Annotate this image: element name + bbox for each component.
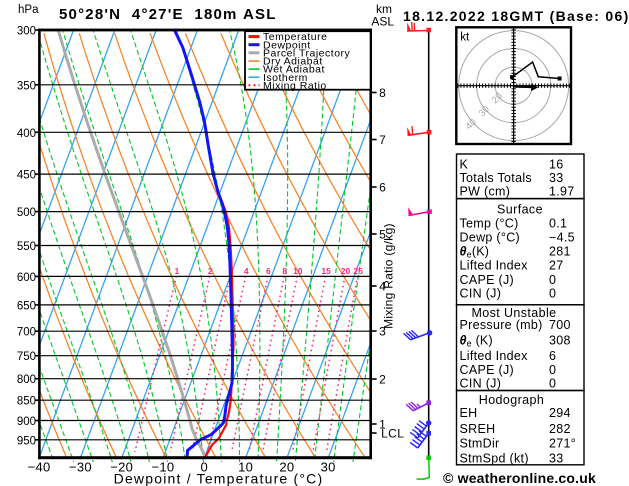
svg-text:StmSpd (kt): StmSpd (kt) [460,451,529,465]
svg-text:−10: −10 [152,460,175,475]
svg-text:0: 0 [549,377,556,391]
svg-text:450: 450 [17,170,36,182]
svg-text:Surface: Surface [497,202,543,216]
svg-text:16: 16 [549,158,564,172]
svg-text:StmDir: StmDir [460,437,500,451]
svg-text:8: 8 [282,266,287,276]
svg-text:θe(K): θe(K) [460,245,490,260]
svg-text:Mixing Ratio: Mixing Ratio [263,80,327,92]
svg-text:3: 3 [379,325,386,339]
svg-text:2: 2 [208,266,213,276]
svg-text:−20: −20 [110,460,133,475]
svg-text:300: 300 [17,26,36,38]
svg-text:θe (K): θe (K) [460,334,493,349]
svg-text:Dewpoint / Temperature (°C): Dewpoint / Temperature (°C) [114,471,324,486]
svg-text:8: 8 [379,86,386,100]
svg-text:Pressure (mb): Pressure (mb) [460,318,543,332]
svg-text:15: 15 [321,266,331,276]
svg-text:30: 30 [321,460,336,475]
svg-text:CIN (J): CIN (J) [460,377,502,391]
svg-text:Temperature: Temperature [263,31,327,43]
svg-text:550: 550 [17,241,36,253]
svg-text:2: 2 [379,373,386,387]
svg-text:281: 281 [549,245,571,259]
svg-text:0: 0 [201,460,209,475]
svg-text:Dewpoint: Dewpoint [263,39,311,51]
svg-text:5: 5 [379,228,386,242]
svg-text:4: 4 [244,266,249,276]
svg-text:Isotherm: Isotherm [263,72,308,84]
svg-text:6: 6 [266,266,271,276]
svg-text:CAPE (J): CAPE (J) [460,363,515,377]
svg-text:650: 650 [17,300,36,312]
svg-text:700: 700 [17,327,36,339]
svg-text:950: 950 [17,435,36,447]
svg-text:km: km [376,2,392,16]
svg-text:PW (cm): PW (cm) [460,184,511,198]
svg-text:25: 25 [353,266,363,276]
svg-text:CIN (J): CIN (J) [460,286,502,300]
svg-text:1.97: 1.97 [549,184,575,198]
svg-text:Mixing Ratio (g/kg): Mixing Ratio (g/kg) [382,223,396,329]
svg-text:Lifted Index: Lifted Index [460,258,529,272]
svg-text:1: 1 [175,266,180,276]
svg-text:4: 4 [379,280,386,294]
svg-text:0: 0 [549,273,556,287]
svg-text:Most Unstable: Most Unstable [471,306,556,320]
svg-text:© weatheronline.co.uk: © weatheronline.co.uk [443,470,596,486]
svg-text:10: 10 [293,266,303,276]
svg-text:500: 500 [17,207,36,219]
svg-text:Totals Totals: Totals Totals [460,171,532,185]
svg-text:750: 750 [17,351,36,363]
svg-text:350: 350 [17,80,36,92]
svg-text:6: 6 [549,349,556,363]
svg-text:Dry Adiabat: Dry Adiabat [263,56,323,68]
svg-text:Parcel Trajectory: Parcel Trajectory [263,47,351,59]
svg-text:EH: EH [460,406,478,420]
svg-text:50°28'N 4°27'E 180m ASL: 50°28'N 4°27'E 180m ASL [59,6,277,23]
svg-text:10: 10 [238,460,253,475]
svg-text:Lifted Index: Lifted Index [460,349,529,363]
svg-text:0: 0 [549,363,556,377]
svg-text:Temp (°C): Temp (°C) [460,217,519,231]
svg-text:kt: kt [460,31,470,43]
svg-text:6: 6 [379,181,386,195]
svg-text:0: 0 [549,286,556,300]
svg-text:7: 7 [379,133,386,147]
svg-text:850: 850 [17,396,36,408]
svg-text:Hodograph: Hodograph [479,393,544,407]
svg-text:hPa: hPa [18,4,39,16]
svg-text:18.12.2022 18GMT (Base: 06): 18.12.2022 18GMT (Base: 06) [403,8,629,24]
svg-text:400: 400 [17,128,36,140]
svg-text:282: 282 [549,422,571,436]
svg-text:20: 20 [279,460,294,475]
svg-text:LCL: LCL [381,427,404,441]
svg-text:33: 33 [549,451,564,465]
svg-text:CAPE (J): CAPE (J) [460,273,515,287]
svg-text:−40: −40 [28,460,51,475]
svg-text:−4.5: −4.5 [549,230,575,244]
svg-text:271°: 271° [549,437,576,451]
svg-text:27: 27 [549,258,564,272]
svg-text:20: 20 [341,266,351,276]
svg-text:0.1: 0.1 [549,217,567,231]
svg-text:ASL: ASL [371,15,394,29]
svg-text:700: 700 [549,318,571,332]
svg-text:SREH: SREH [460,422,496,436]
svg-text:Wet Adiabat: Wet Adiabat [263,64,325,76]
svg-text:800: 800 [17,374,36,386]
svg-text:K: K [460,158,469,172]
svg-text:Dewp (°C): Dewp (°C) [460,230,520,244]
svg-text:600: 600 [17,272,36,284]
svg-text:−30: −30 [69,460,92,475]
svg-text:33: 33 [549,171,564,185]
svg-text:1: 1 [379,418,386,432]
svg-text:308: 308 [549,334,571,348]
svg-text:294: 294 [549,406,571,420]
svg-text:900: 900 [17,416,36,428]
